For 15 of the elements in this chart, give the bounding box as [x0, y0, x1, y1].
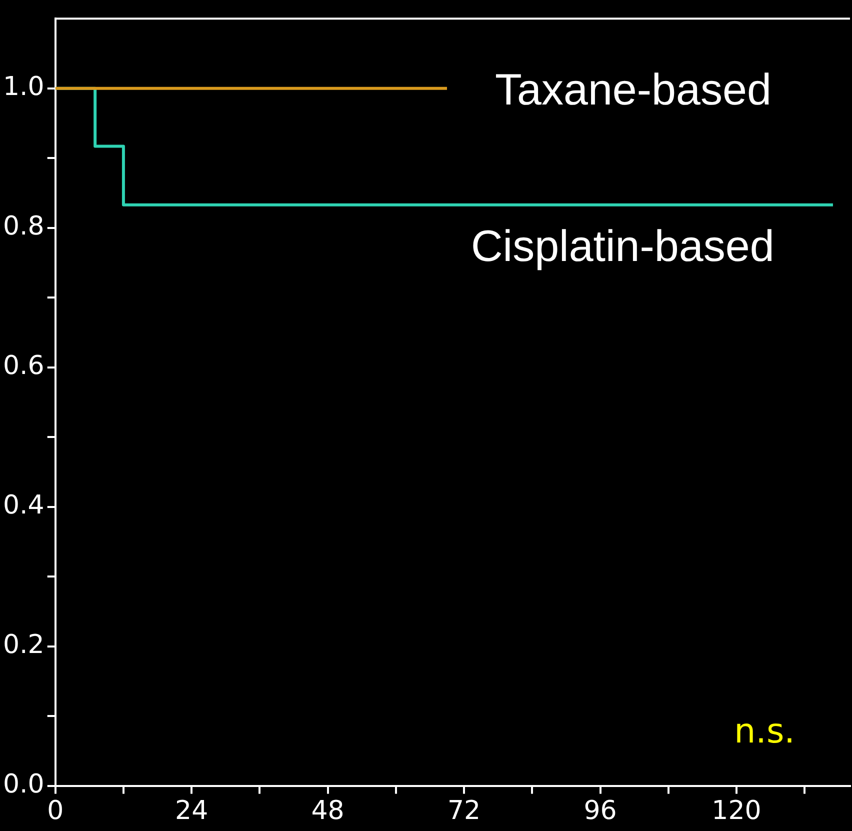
y-tick-label: 1.0: [2, 72, 44, 102]
x-tick-label: 96: [584, 796, 617, 826]
x-tick-label: 0: [47, 796, 64, 826]
x-tick-label: 72: [447, 796, 481, 826]
x-tick-label: 24: [175, 796, 208, 826]
y-tick-label: 0.2: [2, 630, 44, 660]
y-tick-label: 0.8: [2, 212, 44, 242]
x-tick-label: 120: [712, 796, 762, 826]
series-label: Taxane-based: [495, 65, 772, 114]
y-tick-label: 0.0: [2, 770, 44, 800]
annotation: n.s.: [734, 712, 795, 752]
y-tick-label: 0.4: [2, 490, 44, 521]
x-tick-label: 48: [311, 796, 344, 826]
series-label: Cisplatin-based: [471, 222, 774, 271]
y-tick-label: 0.6: [2, 351, 44, 382]
